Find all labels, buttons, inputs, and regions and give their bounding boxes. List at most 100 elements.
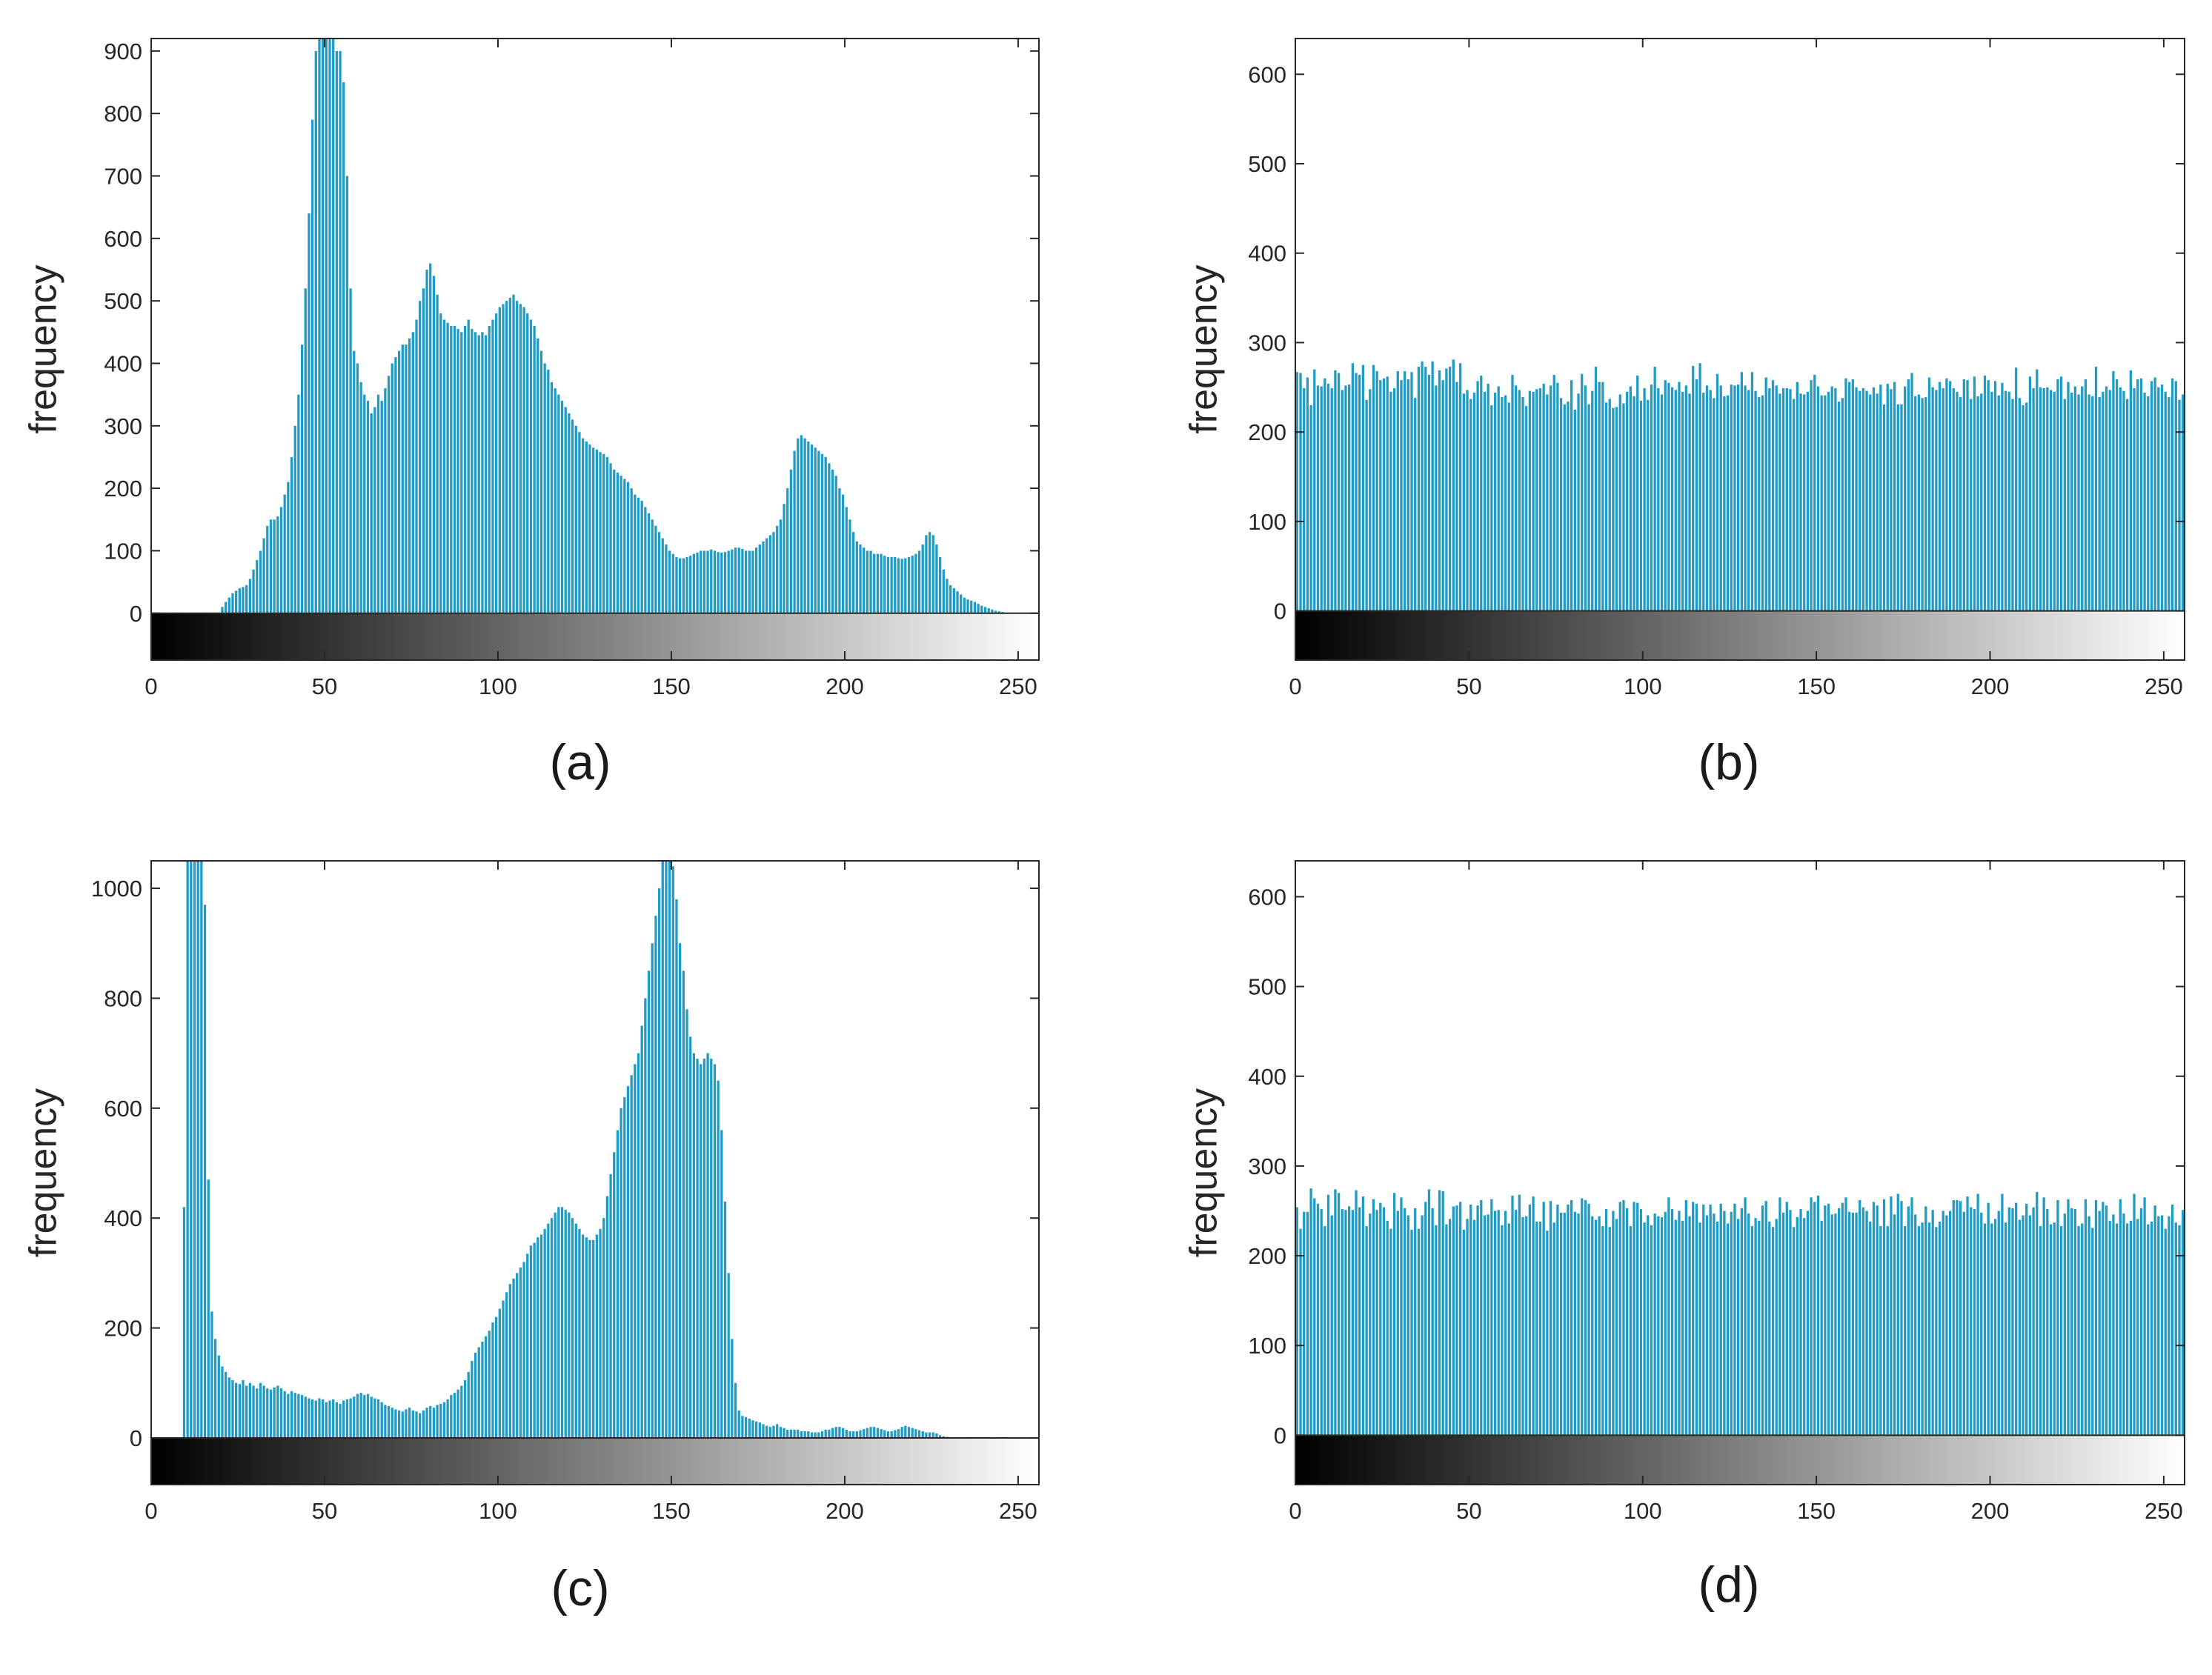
bar-d-56 — [1490, 1199, 1493, 1436]
bar-b-245 — [2147, 396, 2150, 611]
bar-c-55 — [342, 1400, 345, 1438]
bar-b-156 — [1837, 402, 1841, 611]
bar-d-208 — [2018, 1219, 2021, 1436]
bar-d-143 — [1793, 1227, 1796, 1436]
bar-b-243 — [2139, 378, 2143, 611]
bar-a-52 — [332, 39, 335, 613]
bar-b-210 — [2025, 402, 2028, 611]
bar-c-114 — [547, 1223, 550, 1438]
bar-c-175 — [758, 1422, 761, 1438]
bar-b-30 — [1400, 380, 1403, 611]
bar-b-91 — [1612, 407, 1615, 611]
bar-c-58 — [353, 1396, 356, 1438]
bar-c-120 — [568, 1212, 571, 1438]
bar-c-30 — [256, 1388, 259, 1438]
bar-b-197 — [1980, 393, 1983, 611]
bar-d-228 — [2088, 1216, 2090, 1436]
bar-d-180 — [1921, 1222, 1924, 1436]
bar-c-147 — [661, 861, 664, 1438]
bar-a-81 — [432, 276, 436, 613]
bar-d-110 — [1678, 1211, 1681, 1436]
bar-c-96 — [484, 1336, 488, 1438]
bars-c — [182, 861, 952, 1438]
bar-c-185 — [793, 1429, 796, 1438]
bar-c-52 — [332, 1399, 335, 1438]
bar-a-196 — [831, 469, 834, 613]
bar-d-253 — [2174, 1222, 2177, 1436]
bar-b-61 — [1507, 402, 1510, 611]
bar-c-164 — [720, 1130, 723, 1438]
bar-d-121 — [1716, 1222, 1719, 1436]
bar-b-195 — [1973, 376, 1976, 611]
bar-b-184 — [1935, 390, 1938, 611]
bar-d-215 — [2042, 1197, 2045, 1436]
y-tick-label-b-600: 600 — [1248, 61, 1286, 87]
bar-b-100 — [1643, 388, 1646, 611]
bar-d-194 — [1970, 1207, 1973, 1436]
x-tick-label-a-0: 0 — [145, 673, 157, 699]
bar-b-235 — [2112, 371, 2115, 611]
bar-a-75 — [411, 332, 414, 613]
bar-d-157 — [1841, 1202, 1844, 1436]
bar-b-125 — [1730, 384, 1733, 611]
y-tick-label-d-0: 0 — [1274, 1422, 1286, 1448]
bar-d-63 — [1515, 1210, 1518, 1436]
bar-c-144 — [651, 943, 654, 1438]
bar-a-235 — [966, 599, 969, 613]
bar-b-127 — [1737, 384, 1740, 611]
bar-d-27 — [1389, 1228, 1392, 1436]
y-tick-label-a-400: 400 — [104, 350, 142, 376]
bar-b-229 — [2091, 396, 2094, 611]
bar-a-172 — [748, 550, 751, 613]
bar-d-21 — [1369, 1213, 1372, 1436]
bar-c-91 — [467, 1371, 470, 1438]
bar-d-103 — [1653, 1213, 1656, 1436]
bar-a-167 — [731, 549, 734, 613]
bar-a-35 — [273, 519, 276, 613]
bar-d-40 — [1435, 1225, 1438, 1436]
bar-d-234 — [2108, 1220, 2111, 1436]
bar-a-121 — [571, 419, 574, 613]
bar-b-201 — [1993, 381, 1997, 611]
bar-d-39 — [1431, 1208, 1434, 1436]
bar-b-42 — [1441, 380, 1444, 611]
bar-c-75 — [411, 1410, 414, 1438]
bar-a-179 — [772, 532, 775, 613]
bar-c-115 — [550, 1218, 554, 1438]
bar-c-167 — [731, 1339, 734, 1438]
bar-c-125 — [585, 1237, 588, 1438]
bar-d-182 — [1927, 1222, 1931, 1436]
bar-a-134 — [616, 473, 620, 613]
bar-b-158 — [1844, 378, 1847, 611]
bar-d-113 — [1688, 1216, 1691, 1436]
bar-b-146 — [1803, 394, 1806, 611]
bar-d-91 — [1612, 1211, 1615, 1436]
bar-d-85 — [1591, 1216, 1594, 1436]
bar-c-82 — [436, 1405, 439, 1438]
bar-b-205 — [2007, 391, 2010, 611]
bar-d-111 — [1681, 1220, 1684, 1436]
bar-b-81 — [1577, 393, 1580, 611]
bar-d-187 — [1945, 1215, 1948, 1436]
y-tick-label-a-700: 700 — [104, 164, 142, 190]
bar-d-118 — [1705, 1215, 1709, 1436]
bar-b-63 — [1515, 385, 1518, 611]
x-tick-label-d-50: 50 — [1456, 1498, 1481, 1524]
bar-c-20 — [221, 1366, 224, 1438]
bar-b-23 — [1375, 371, 1378, 611]
bar-d-82 — [1581, 1198, 1584, 1436]
bar-c-203 — [855, 1431, 858, 1438]
bar-b-237 — [2119, 387, 2122, 611]
bar-b-3 — [1306, 377, 1309, 611]
bar-c-165 — [723, 1201, 727, 1438]
bar-c-159 — [703, 1059, 706, 1438]
y-tick-label-a-200: 200 — [104, 476, 142, 502]
x-tick-label-c-250: 250 — [999, 1498, 1037, 1524]
bar-b-143 — [1793, 399, 1796, 611]
bar-d-99 — [1639, 1209, 1643, 1436]
bar-a-178 — [768, 535, 771, 613]
bar-d-7 — [1320, 1209, 1323, 1436]
bar-c-181 — [779, 1427, 783, 1438]
x-tick-label-a-100: 100 — [479, 673, 517, 699]
bar-b-21 — [1369, 389, 1372, 611]
